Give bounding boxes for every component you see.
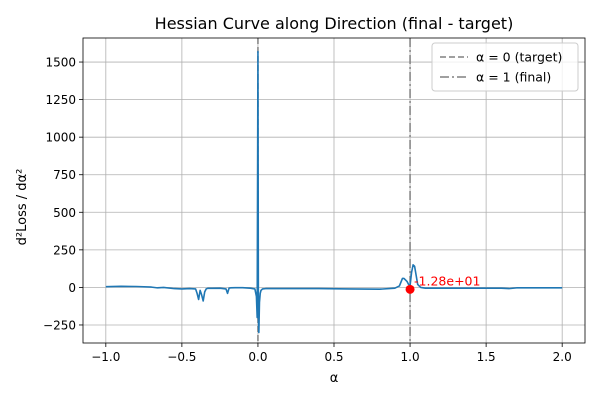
highlight-point [405, 284, 415, 294]
x-tick-label: 1.0 [401, 350, 420, 364]
legend-label-0: α = 0 (target) [476, 50, 562, 65]
x-tick-label: 0.5 [324, 350, 343, 364]
marker-group: -1.28e+01 [405, 273, 480, 294]
y-tick-label: 1000 [45, 131, 76, 145]
x-tick-label: −1.0 [91, 350, 120, 364]
x-tick-label: 2.0 [553, 350, 572, 364]
y-tick-label: −250 [43, 318, 76, 332]
series-line-0 [105, 50, 563, 334]
chart-title: Hessian Curve along Direction (final - t… [155, 14, 514, 33]
y-axis-ticks: −250 0 250 500 750 1000 1250 1500 [43, 56, 83, 332]
legend: α = 0 (target) α = 1 (final) [431, 42, 579, 92]
highlight-point-label: -1.28e+01 [414, 273, 480, 288]
y-tick-label: 0 [68, 281, 76, 295]
x-axis-ticks: −1.0 −0.5 0.0 0.5 1.0 1.5 2.0 [91, 343, 572, 364]
x-axis-label: α [330, 371, 339, 386]
x-tick-label: 1.5 [477, 350, 496, 364]
legend-box [431, 42, 579, 92]
y-tick-label: 1250 [45, 93, 76, 107]
y-tick-label: 250 [53, 243, 76, 257]
x-tick-label: −0.5 [167, 350, 196, 364]
y-tick-label: 750 [53, 168, 76, 182]
y-tick-label: 1500 [45, 56, 76, 70]
series-group [105, 50, 563, 334]
y-axis-label: d²Loss / dα² [15, 169, 30, 246]
x-tick-label: 0.0 [248, 350, 267, 364]
legend-label-1: α = 1 (final) [476, 70, 551, 85]
y-tick-label: 500 [53, 206, 76, 220]
